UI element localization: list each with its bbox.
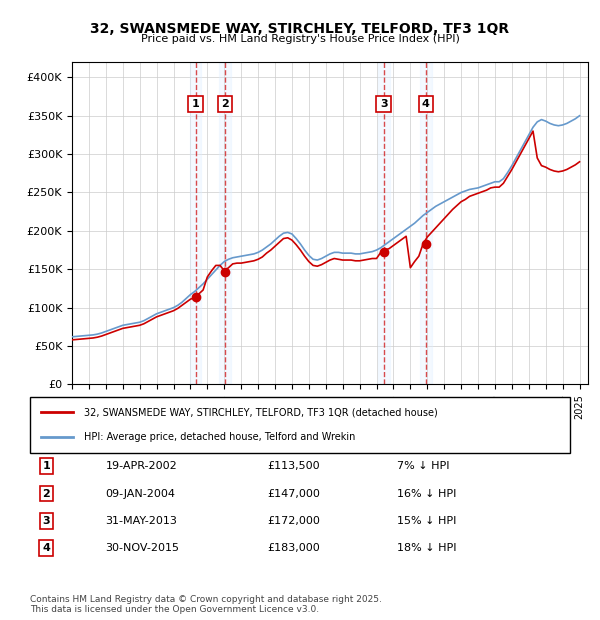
Text: 31-MAY-2013: 31-MAY-2013 <box>106 516 178 526</box>
Text: 4: 4 <box>422 99 430 109</box>
Text: 32, SWANSMEDE WAY, STIRCHLEY, TELFORD, TF3 1QR (detached house): 32, SWANSMEDE WAY, STIRCHLEY, TELFORD, T… <box>84 407 438 417</box>
FancyBboxPatch shape <box>30 397 570 453</box>
Bar <box>219 62 231 384</box>
Text: 32, SWANSMEDE WAY, STIRCHLEY, TELFORD, TF3 1QR: 32, SWANSMEDE WAY, STIRCHLEY, TELFORD, T… <box>91 22 509 36</box>
Text: Price paid vs. HM Land Registry's House Price Index (HPI): Price paid vs. HM Land Registry's House … <box>140 34 460 44</box>
Text: 4: 4 <box>42 543 50 553</box>
Text: 15% ↓ HPI: 15% ↓ HPI <box>397 516 457 526</box>
Text: 30-NOV-2015: 30-NOV-2015 <box>106 543 179 553</box>
Text: 09-JAN-2004: 09-JAN-2004 <box>106 489 176 498</box>
Text: £147,000: £147,000 <box>268 489 320 498</box>
Text: HPI: Average price, detached house, Telford and Wrekin: HPI: Average price, detached house, Telf… <box>84 432 355 442</box>
Bar <box>190 62 202 384</box>
Text: £172,000: £172,000 <box>268 516 320 526</box>
Text: Contains HM Land Registry data © Crown copyright and database right 2025.: Contains HM Land Registry data © Crown c… <box>30 595 382 604</box>
Text: £113,500: £113,500 <box>268 461 320 471</box>
Text: 1: 1 <box>191 99 199 109</box>
Text: 16% ↓ HPI: 16% ↓ HPI <box>397 489 457 498</box>
Text: 3: 3 <box>43 516 50 526</box>
Text: £183,000: £183,000 <box>268 543 320 553</box>
Text: 7% ↓ HPI: 7% ↓ HPI <box>397 461 450 471</box>
Text: 19-APR-2002: 19-APR-2002 <box>106 461 178 471</box>
Text: 3: 3 <box>380 99 388 109</box>
Bar <box>378 62 389 384</box>
Text: 2: 2 <box>43 489 50 498</box>
Text: This data is licensed under the Open Government Licence v3.0.: This data is licensed under the Open Gov… <box>30 604 319 614</box>
Text: 1: 1 <box>43 461 50 471</box>
Text: 2: 2 <box>221 99 229 109</box>
Bar <box>420 62 432 384</box>
Text: 18% ↓ HPI: 18% ↓ HPI <box>397 543 457 553</box>
